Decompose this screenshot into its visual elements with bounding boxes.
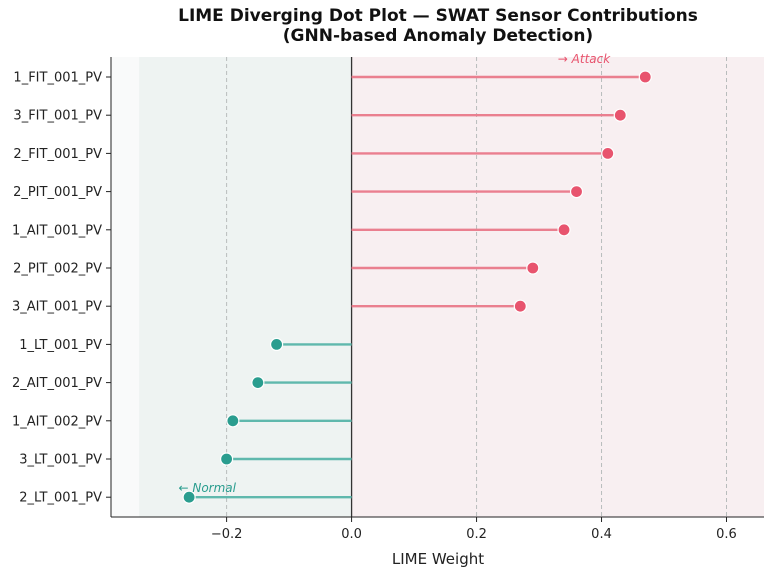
y-tick-label: 2_PIT_001_PV xyxy=(13,185,102,200)
data-point xyxy=(569,185,584,199)
x-tick-label: 0.2 xyxy=(466,527,487,542)
y-tick-label: 3_AIT_001_PV xyxy=(12,300,102,315)
data-point xyxy=(182,490,196,504)
y-tick-label: 1_FIT_001_PV xyxy=(13,71,102,86)
chart-title: LIME Diverging Dot Plot — SWAT Sensor Co… xyxy=(178,6,698,26)
data-point xyxy=(251,376,265,390)
y-tick-label: 2_PIT_002_PV xyxy=(13,262,102,277)
data-point xyxy=(601,146,615,160)
y-tick-label: 2_LT_001_PV xyxy=(19,491,102,506)
data-point xyxy=(220,452,234,466)
plot-area: −0.2 0.0 0.2 0.4 0.6 1_FIT_001_PV 3_FIT_001_PV… xyxy=(12,52,764,542)
chart-subtitle: (GNN-based Anomaly Detection) xyxy=(283,26,593,46)
x-tick-label: 0.4 xyxy=(591,527,612,542)
data-point xyxy=(526,261,540,275)
x-tick-label: 0.6 xyxy=(716,527,737,542)
y-tick-label: 1_LT_001_PV xyxy=(19,338,102,353)
y-tick-label: 3_LT_001_PV xyxy=(19,453,102,468)
data-point xyxy=(557,223,571,237)
y-tick-label: 2_AIT_001_PV xyxy=(12,376,102,391)
normal-annotation: ← Normal xyxy=(178,481,236,495)
attack-annotation: → Attack xyxy=(558,52,611,66)
y-tick-label: 2_FIT_001_PV xyxy=(13,147,102,162)
data-point xyxy=(638,70,652,84)
y-tick-label: 3_FIT_001_PV xyxy=(13,109,102,124)
x-axis-label: LIME Weight xyxy=(392,550,484,568)
normal-region-shade xyxy=(139,57,352,517)
x-tick-label: 0.0 xyxy=(341,527,362,542)
data-point xyxy=(226,414,240,428)
y-tick-label: 1_AIT_001_PV xyxy=(12,223,102,238)
data-point xyxy=(613,108,627,122)
x-tick-label: −0.2 xyxy=(211,527,243,542)
y-tick-label: 1_AIT_002_PV xyxy=(12,414,102,429)
attack-region-shade xyxy=(351,57,764,517)
data-point xyxy=(513,299,527,313)
data-point xyxy=(269,337,284,351)
